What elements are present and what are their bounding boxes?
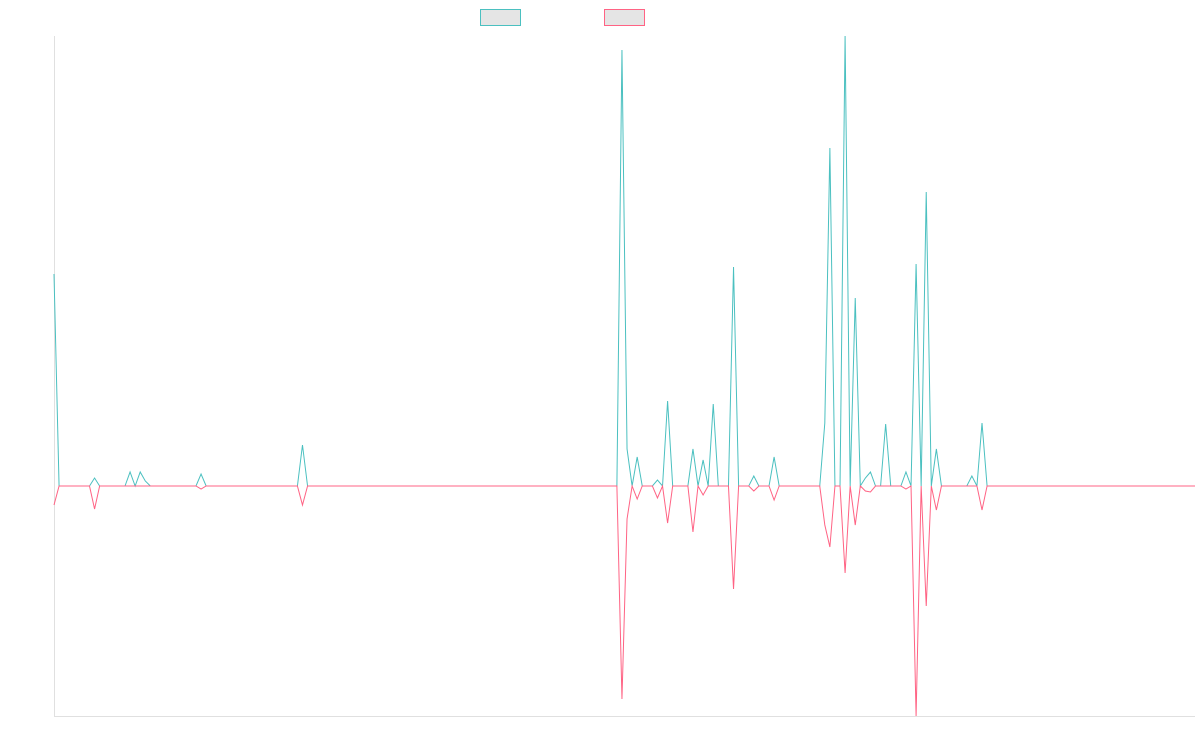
legend-swatch-1[interactable] [480,9,521,26]
series-line-2 [53,484,1195,717]
legend [480,9,645,26]
legend-swatch-2[interactable] [604,9,645,26]
series-group [53,35,1195,717]
series-line-1 [53,35,1195,488]
